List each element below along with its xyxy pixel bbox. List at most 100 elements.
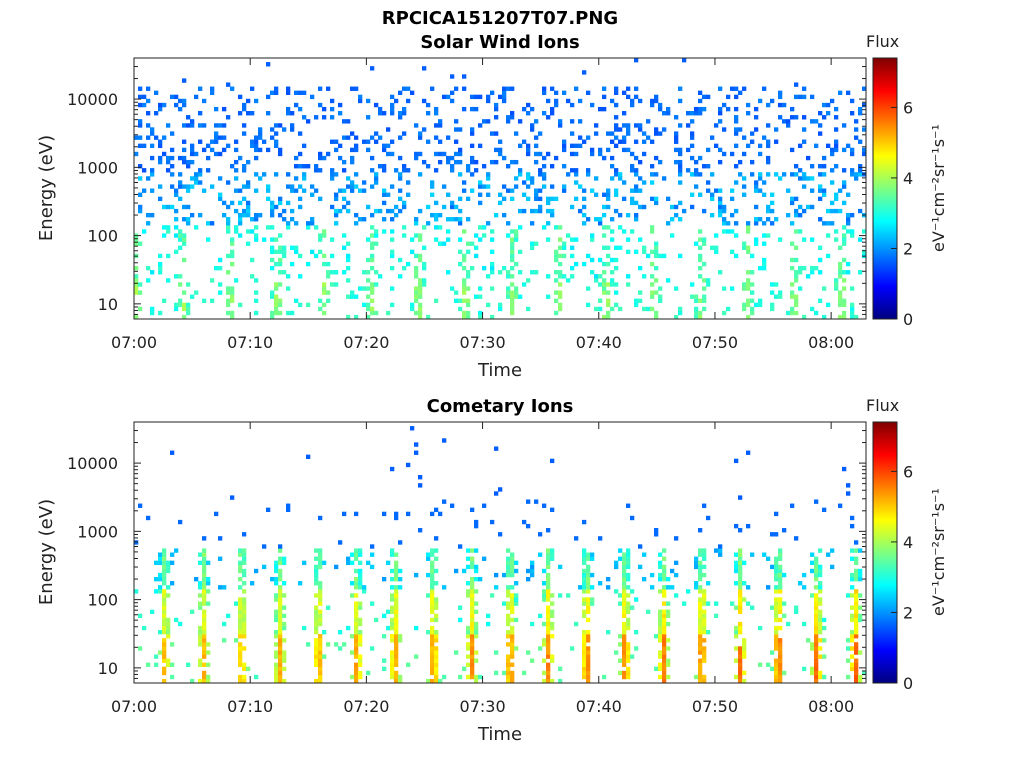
spectrogram-cell <box>742 642 747 647</box>
spectrogram-cell <box>182 237 187 242</box>
spectrogram-cell <box>158 552 163 557</box>
spectrogram-cell <box>654 278 659 283</box>
spectrogram-cell <box>774 568 779 574</box>
spectrogram-cell <box>350 86 355 91</box>
spectrogram-cell <box>254 278 259 283</box>
spectrogram-cell <box>418 131 423 136</box>
spectrogram-cell <box>574 143 579 149</box>
spectrogram-cell <box>218 265 223 271</box>
spectrogram-cell <box>702 629 707 635</box>
spectrogram-cell <box>626 593 631 598</box>
spectrogram-cell <box>730 212 735 218</box>
spectrogram-cell <box>738 654 743 659</box>
spectrogram-cell <box>354 585 359 590</box>
spectrogram-cell <box>670 233 675 238</box>
spectrogram-cell <box>502 90 507 96</box>
spectrogram-cell <box>326 605 331 610</box>
spectrogram-cell <box>294 155 299 161</box>
spectrogram-cell <box>854 617 859 623</box>
spectrogram-cell <box>602 270 607 275</box>
spectrogram-cell <box>354 212 359 218</box>
spectrogram-cell <box>394 605 399 610</box>
spectrogram-cell <box>578 98 583 104</box>
spectrogram-cell <box>778 564 783 570</box>
spectrogram-cell <box>662 585 667 590</box>
spectrogram-cell <box>378 111 383 116</box>
spectrogram-cell <box>702 678 707 684</box>
spectrogram-cell <box>358 662 363 667</box>
spectrogram-cell <box>858 605 863 610</box>
spectrogram-cell <box>286 503 291 508</box>
spectrogram-cell <box>462 86 467 91</box>
spectrogram-cell <box>570 265 575 271</box>
spectrogram-cell <box>662 678 667 684</box>
spectrogram-cell <box>418 233 423 238</box>
spectrogram-cell <box>846 90 851 96</box>
spectrogram-cell <box>182 257 187 263</box>
spectrogram-cell <box>834 282 839 287</box>
spectrogram-cell <box>470 625 475 631</box>
spectrogram-cell <box>466 642 471 647</box>
spectrogram-cell <box>622 564 627 570</box>
spectrogram-cell <box>478 674 483 680</box>
spectrogram-cell <box>574 86 579 91</box>
spectrogram-cell <box>682 208 687 214</box>
spectrogram-cell <box>154 654 159 659</box>
spectrogram-cell <box>174 617 179 623</box>
spectrogram-cell <box>166 629 171 635</box>
spectrogram-cell <box>466 581 471 586</box>
spectrogram-cell <box>858 548 863 553</box>
spectrogram-cell <box>198 634 203 639</box>
spectrogram-cell <box>834 208 839 214</box>
spectrogram-cell <box>774 560 779 566</box>
spectrogram-cell <box>158 159 163 165</box>
spectrogram-cell <box>426 204 431 210</box>
spectrogram-cell <box>790 115 795 120</box>
spectrogram-cell <box>598 298 603 303</box>
spectrogram-cell <box>274 261 279 267</box>
spectrogram-cell <box>514 286 519 291</box>
spectrogram-cell <box>582 642 587 647</box>
spectrogram-cell <box>466 249 471 255</box>
spectrogram-cell <box>706 147 711 153</box>
spectrogram-cell <box>430 511 435 517</box>
spectrogram-cell <box>574 261 579 267</box>
spectrogram-cell <box>462 265 467 271</box>
spectrogram-cell <box>466 270 471 275</box>
spectrogram-cell <box>286 184 291 189</box>
spectrogram-cell <box>198 172 203 177</box>
spectrogram-cell <box>734 143 739 149</box>
spectrogram-cell <box>142 188 147 193</box>
spectrogram-cell <box>854 646 859 651</box>
spectrogram-cell <box>430 662 435 667</box>
spectrogram-cell <box>314 642 319 647</box>
spectrogram-cell <box>734 634 739 639</box>
spectrogram-cell <box>302 115 307 120</box>
spectrogram-cell <box>198 560 203 566</box>
spectrogram-cell <box>398 196 403 202</box>
spectrogram-cell <box>502 212 507 218</box>
spectrogram-cell <box>854 662 859 667</box>
spectrogram-cell <box>390 654 395 659</box>
spectrogram-cell <box>546 221 551 226</box>
spectrogram-cell <box>646 135 651 140</box>
spectrogram-cell <box>582 638 587 643</box>
spectrogram-cell <box>358 634 363 639</box>
spectrogram-cell <box>518 143 523 149</box>
spectrogram-cell <box>830 221 835 226</box>
x-tick-label: 07:20 <box>343 697 389 716</box>
spectrogram-cell <box>730 601 735 606</box>
spectrogram-cell <box>354 184 359 189</box>
spectrogram-cell <box>586 650 591 655</box>
spectrogram-cell <box>610 217 615 222</box>
spectrogram-cell <box>698 548 703 553</box>
spectrogram-cell <box>734 658 739 663</box>
spectrogram-cell <box>346 200 351 206</box>
spectrogram-cell <box>434 225 439 230</box>
spectrogram-cell <box>582 221 587 226</box>
spectrogram-cell <box>430 625 435 631</box>
spectrogram-cell <box>738 629 743 635</box>
spectrogram-cell <box>718 86 723 91</box>
spectrogram-cell <box>174 217 179 222</box>
spectrogram-cell <box>270 204 275 210</box>
